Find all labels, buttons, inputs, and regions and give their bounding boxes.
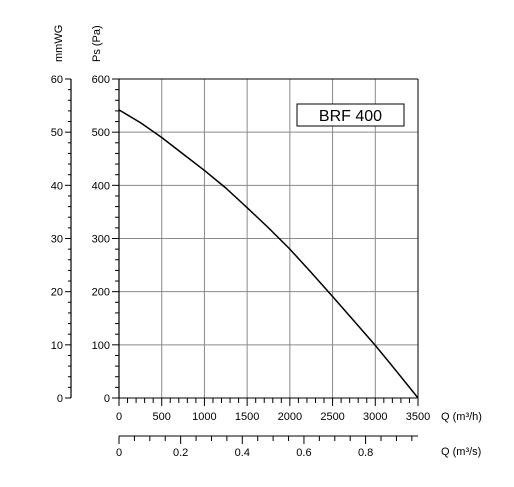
x-axis-primary-tick-label: 1000 xyxy=(192,411,216,423)
grid xyxy=(119,79,418,398)
chart-title: BRF 400 xyxy=(319,108,382,125)
x-axis-secondary-tick-label: 0.4 xyxy=(235,447,250,459)
x-axis-primary-tick-label: 3500 xyxy=(406,411,430,423)
x-axis-primary-label: Q (m³/h) xyxy=(441,411,482,423)
legend-box: BRF 400 xyxy=(296,103,405,127)
x-axis-primary-tick-label: 3000 xyxy=(363,411,387,423)
plot-frame xyxy=(119,78,419,399)
y-axis-secondary-label: mmWG xyxy=(53,25,65,62)
y-axis-primary-tick-label: 300 xyxy=(92,234,110,246)
y-axis-secondary-tick-label: 20 xyxy=(51,287,63,299)
x-axis-primary-tick-label: 0 xyxy=(116,411,122,423)
y-axis-primary-tick-label: 600 xyxy=(92,74,110,86)
x-axis-secondary-tick-label: 0.8 xyxy=(358,447,373,459)
y-axis-primary-tick-label: 400 xyxy=(92,180,110,192)
y-axis-secondary-tick-label: 30 xyxy=(51,234,63,246)
x-axis-secondary-tick-label: 0.6 xyxy=(296,447,311,459)
y-axis-primary-tick-label: 500 xyxy=(92,127,110,139)
y-axis-secondary-tick-label: 50 xyxy=(51,127,63,139)
x-axis-primary-tick-label: 500 xyxy=(153,411,171,423)
y-axis-primary-label: Ps (Pa) xyxy=(91,25,103,62)
y-axis-secondary-tick-label: 0 xyxy=(57,393,63,405)
x-axis-primary-tick-label: 1500 xyxy=(235,411,259,423)
y-axis-primary-tick-label: 100 xyxy=(92,340,110,352)
y-axis-primary-tick-label: 200 xyxy=(92,287,110,299)
legend-frame xyxy=(296,103,405,127)
y-axis-secondary-tick-label: 10 xyxy=(51,340,63,352)
x-axis-secondary-label: Q (m³/s) xyxy=(441,446,481,458)
x-axis-primary-tick-label: 2000 xyxy=(278,411,302,423)
x-axis-secondary-tick-label: 0.2 xyxy=(173,447,188,459)
y-axis-secondary-tick-label: 60 xyxy=(51,74,63,86)
y-axis-secondary-tick-label: 40 xyxy=(51,180,63,192)
y-axis-primary-tick-label: 0 xyxy=(104,393,110,405)
performance-curve xyxy=(118,109,419,399)
x-axis-secondary-tick-label: 0 xyxy=(116,447,122,459)
x-axis-primary-tick-label: 2500 xyxy=(320,411,344,423)
curve-layer xyxy=(118,109,419,399)
